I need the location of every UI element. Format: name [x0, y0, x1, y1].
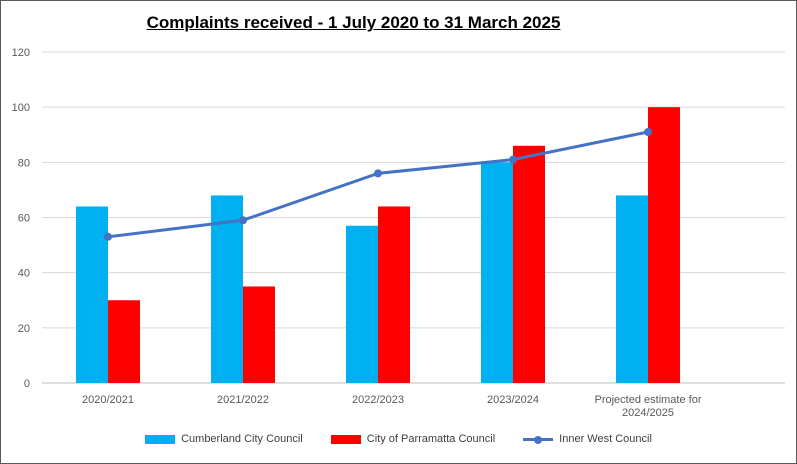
legend-item-cumberland: Cumberland City Council	[145, 433, 303, 445]
x-tick-label: Projected estimate for	[595, 394, 702, 406]
x-tick-label: 2024/2025	[622, 407, 674, 419]
legend-label-cumberland: Cumberland City Council	[181, 433, 303, 445]
chart-legend: Cumberland City Council City of Parramat…	[0, 433, 797, 445]
line-point	[104, 232, 112, 241]
chart-title: Complaints received - 1 July 2020 to 31 …	[146, 13, 561, 32]
y-tick-label: 100	[12, 102, 30, 114]
line-point	[509, 155, 517, 164]
y-tick-label: 80	[18, 157, 30, 169]
y-tick-label: 0	[24, 378, 30, 390]
legend-swatch-parramatta	[330, 434, 361, 444]
y-tick-label: 40	[18, 268, 30, 280]
legend-item-parramatta: City of Parramatta Council	[330, 433, 496, 445]
y-tick-label: 120	[12, 47, 30, 59]
bar-city-of-parramatta-council	[513, 145, 545, 383]
x-tick-label: 2021/2022	[217, 394, 269, 406]
legend-swatch-inner-west	[523, 435, 554, 444]
line-point	[374, 169, 382, 178]
bar-city-of-parramatta-council	[378, 206, 410, 383]
line-point	[644, 127, 652, 136]
y-tick-label: 20	[18, 323, 30, 335]
x-tick-label: 2020/2021	[82, 394, 134, 406]
legend-label-parramatta: City of Parramatta Council	[366, 433, 496, 445]
bar-city-of-parramatta-council	[648, 107, 680, 384]
y-tick-label: 60	[18, 213, 30, 225]
bar-cumberland-city-council	[346, 225, 378, 383]
line-point	[239, 216, 247, 225]
bar-cumberland-city-council	[616, 195, 648, 383]
legend-swatch-cumberland	[145, 434, 176, 444]
x-tick-label: 2023/2024	[487, 394, 539, 406]
bar-cumberland-city-council	[481, 162, 513, 383]
x-tick-label: 2022/2023	[352, 394, 404, 406]
bar-cumberland-city-council	[76, 206, 108, 383]
bar-cumberland-city-council	[211, 195, 243, 383]
legend-item-inner-west: Inner West Council	[523, 433, 652, 445]
bar-city-of-parramatta-council	[108, 300, 140, 383]
legend-label-inner-west: Inner West Council	[559, 433, 652, 445]
bar-city-of-parramatta-council	[243, 286, 275, 383]
